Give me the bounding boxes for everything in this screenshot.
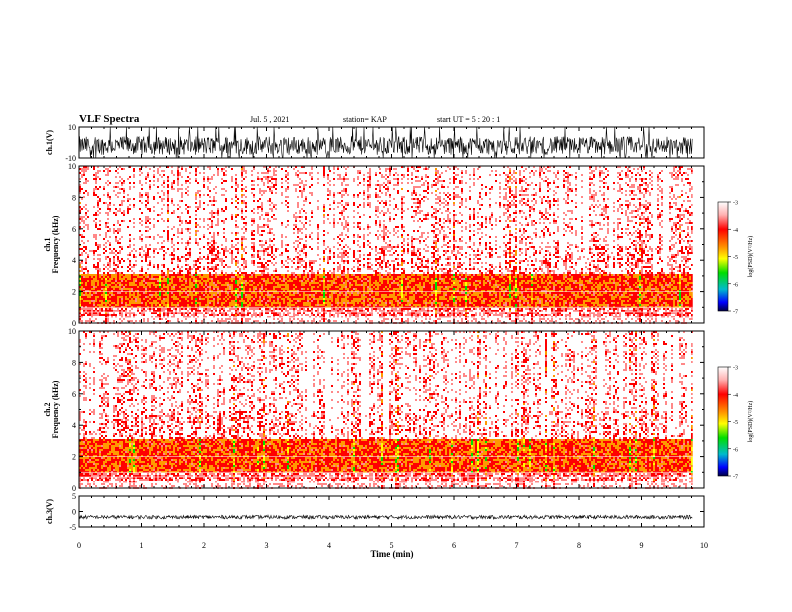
x-tick-label: 1 [140,541,144,550]
x-axis-label: Time (min) [370,549,413,559]
colorbar-label: log(PSD)(V²/Hz) [747,236,754,277]
colorbar-tick-label: -5 [733,420,738,426]
colorbar-tick-label: -4 [733,228,738,234]
y-tick-label: 8 [72,193,76,202]
colorbar-scale [717,201,729,312]
waveform-trace [78,514,693,521]
colorbar-tick-label: -4 [733,393,738,399]
y-tick-label: 0 [72,319,76,328]
y-tick-label: -10 [65,154,76,163]
colorbar-tick-label: -5 [733,255,738,261]
x-tick-label: 4 [327,541,331,550]
figure-title: VLF Spectra [79,113,140,125]
x-tick-label: 5 [390,541,394,550]
colorbar-tick-label: -6 [733,282,738,288]
x-tick-label: 0 [77,541,81,550]
no-data-region [692,331,704,488]
colorbar-tick-label: -3 [733,366,738,372]
x-tick-label: 9 [640,541,644,550]
ch1-waveform-panel: 10 -10 ch.1(V) [45,123,705,163]
y-tick-label: 4 [72,256,76,265]
x-tick-label: 3 [265,541,269,550]
y-tick-label: 8 [72,358,76,367]
waveform-trace [78,126,693,159]
spectrogram-cells [79,166,693,324]
y-tick-label: 2 [72,288,76,297]
colorbar-tick-label: -3 [733,201,738,207]
y-tick-label: 0 [72,508,76,517]
x-tick-label: 10 [700,541,708,550]
y-tick-label: 0 [72,484,76,493]
y-tick-label: 10 [68,162,76,171]
colorbar-tick-label: -7 [733,475,738,481]
colorbar-label: log(PSD)(V²/Hz) [747,401,754,442]
ch2-spectrogram-panel: 0 2 4 6 8 10 ch.2 Frequency (kHz) [43,327,705,493]
x-tick-label: 8 [577,541,581,550]
y-axis-label: ch.3(V) [45,499,54,524]
y-axis-label: ch.1 [43,238,52,252]
ch2-colorbar: -3 -4 -5 -6 -7 log(PSD)(V²/Hz) [717,366,754,481]
start-time-label: start UT = 5 : 20 : 1 [437,115,500,124]
colorbar-scale [717,366,729,477]
y-axis-label: ch.2 [43,403,52,417]
colorbar-tick-label: -6 [733,447,738,453]
date-label: Jul. 5 , 2021 [250,115,289,124]
x-tick-label: 2 [202,541,206,550]
ch1-spectrogram-panel: 0 2 4 6 8 10 ch.1 Frequency (kHz) [43,162,705,328]
y-tick-label: 2 [72,453,76,462]
y-tick-label: 10 [68,123,76,132]
y-axis-label: ch.1(V) [45,130,54,155]
x-tick-label: 7 [515,541,519,550]
ch1-colorbar: -3 -4 -5 -6 -7 log(PSD)(V²/Hz) [717,201,754,316]
y-axis-label: Frequency (kHz) [51,380,60,438]
time-axis: 0 1 2 3 4 5 6 7 8 9 10 [77,541,708,550]
y-tick-label: 6 [72,225,76,234]
panel-frame [78,495,705,528]
spectrogram-cells [79,331,693,489]
y-tick-label: -5 [69,523,76,532]
y-tick-label: 5 [72,492,76,501]
y-tick-label: 6 [72,390,76,399]
y-tick-label: 4 [72,421,76,430]
x-tick-label: 6 [452,541,456,550]
no-data-region [692,166,704,323]
y-tick-label: 10 [68,327,76,336]
y-axis-label: Frequency (kHz) [51,215,60,273]
colorbar-tick-label: -7 [733,310,738,316]
ch3-waveform-panel: 5 0 -5 ch.3(V) [45,492,705,532]
station-label: station= KAP [343,115,387,124]
